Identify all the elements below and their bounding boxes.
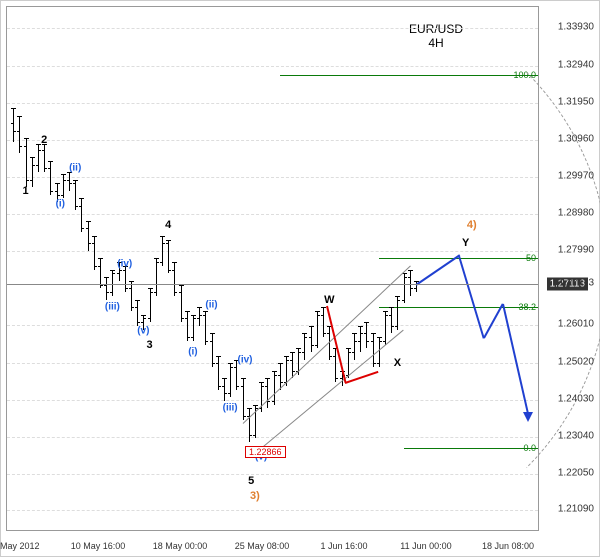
y-tick-label: 1.23040 — [544, 430, 594, 441]
y-tick-label: 1.30960 — [544, 133, 594, 144]
y-tick-label: 1.27990 — [544, 245, 594, 256]
ohlc-bar — [50, 161, 51, 195]
x-tick-label: 3 May 2012 — [0, 541, 40, 551]
y-tick-label: 1.26010 — [544, 319, 594, 330]
y-tick-label: 1.22050 — [544, 467, 594, 478]
ohlc-bar — [19, 116, 20, 154]
fib-arc — [49, 0, 600, 550]
x-axis: 3 May 201210 May 16:0018 May 00:0025 May… — [6, 533, 539, 551]
x-tick-label: 1 Jun 16:00 — [320, 541, 367, 551]
x-tick-label: 10 May 16:00 — [71, 541, 126, 551]
wave-label: 1 — [23, 185, 29, 197]
wave-label: 2 — [41, 134, 47, 146]
y-tick-label: 1.25020 — [544, 356, 594, 367]
y-tick-label: 1.29970 — [544, 170, 594, 181]
x-tick-label: 11 Jun 00:00 — [400, 541, 451, 551]
ohlc-bar — [38, 144, 39, 172]
y-tick-label: 1.24030 — [544, 393, 594, 404]
x-tick-label: 25 May 08:00 — [235, 541, 290, 551]
y-tick-label: 1.21090 — [544, 503, 594, 514]
chart-plot-area[interactable]: EUR/USD4H 100.05038.20.012345WXY(i)(ii)(… — [6, 6, 539, 531]
x-tick-label: 18 May 00:00 — [153, 541, 208, 551]
y-tick-label: 1.28980 — [544, 208, 594, 219]
y-tick-label: 1.32940 — [544, 59, 594, 70]
y-tick-label: 1.27113 — [544, 278, 594, 289]
ohlc-bar — [13, 108, 14, 142]
ohlc-bar — [32, 157, 33, 187]
y-tick-label: 1.31950 — [544, 96, 594, 107]
y-tick-label: 1.33930 — [544, 22, 594, 33]
x-tick-label: 18 Jun 08:00 — [482, 541, 534, 551]
y-axis: 1.33930 1.32940 1.31950 1.30960 1.29970 1.289… — [544, 6, 594, 531]
